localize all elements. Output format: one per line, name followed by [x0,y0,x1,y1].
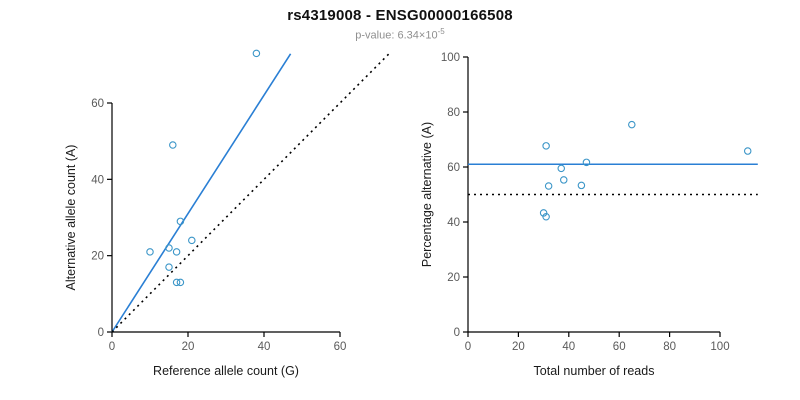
percentage-scatter: 0 20 40 60 80 100 0 20 40 60 80 100 Total number of … [420,52,758,378]
allele-count-scatter: 0 20 40 60 0 20 40 60 Reference allele count (G)… [64,49,390,378]
data-point [172,248,181,256]
data-point [542,213,550,221]
data-point [582,158,591,167]
y-tick-label: 20 [91,251,104,263]
data-point [176,217,185,226]
data-point [169,141,177,149]
data-point [577,181,586,190]
y-tick-label: 20 [447,272,460,284]
data-point [557,164,565,173]
x-tick-label: 40 [258,341,271,353]
x-tick-label: 0 [465,341,471,353]
x-axis-title: Total number of reads [534,364,655,378]
y-tick-label: 0 [98,327,104,339]
identity-line [111,52,390,333]
y-tick-label: 40 [447,217,460,229]
x-tick-label: 20 [182,341,195,353]
data-point [188,236,196,245]
data-point [146,248,154,256]
y-tick-label: 0 [454,327,460,339]
data-point [628,120,636,129]
data-point [560,176,568,184]
y-axis-title: Alternative allele count (A) [64,145,78,291]
x-tick-label: 80 [663,341,676,353]
data-point [165,244,173,252]
data-point [252,49,261,58]
x-tick-label: 60 [334,341,347,353]
x-tick-label: 20 [512,341,525,353]
data-point [539,209,548,217]
data-point [743,147,752,155]
x-tick-label: 100 [710,341,729,353]
data-point [172,278,181,287]
data-point [544,182,553,190]
y-tick-label: 80 [447,107,460,119]
y-tick-label: 100 [441,52,460,64]
x-axis-title: Reference allele count (G) [153,364,299,378]
y-tick-label: 60 [91,98,104,110]
y-tick-label: 60 [447,162,460,174]
data-point [542,142,550,150]
data-point [176,278,185,287]
data-point [165,263,173,271]
x-tick-label: 60 [613,341,626,353]
x-tick-label: 0 [109,341,115,353]
y-tick-label: 40 [91,174,104,186]
x-tick-label: 40 [562,341,575,353]
y-axis-title: Percentage alternative (A) [420,122,434,267]
fit-line [111,53,292,333]
